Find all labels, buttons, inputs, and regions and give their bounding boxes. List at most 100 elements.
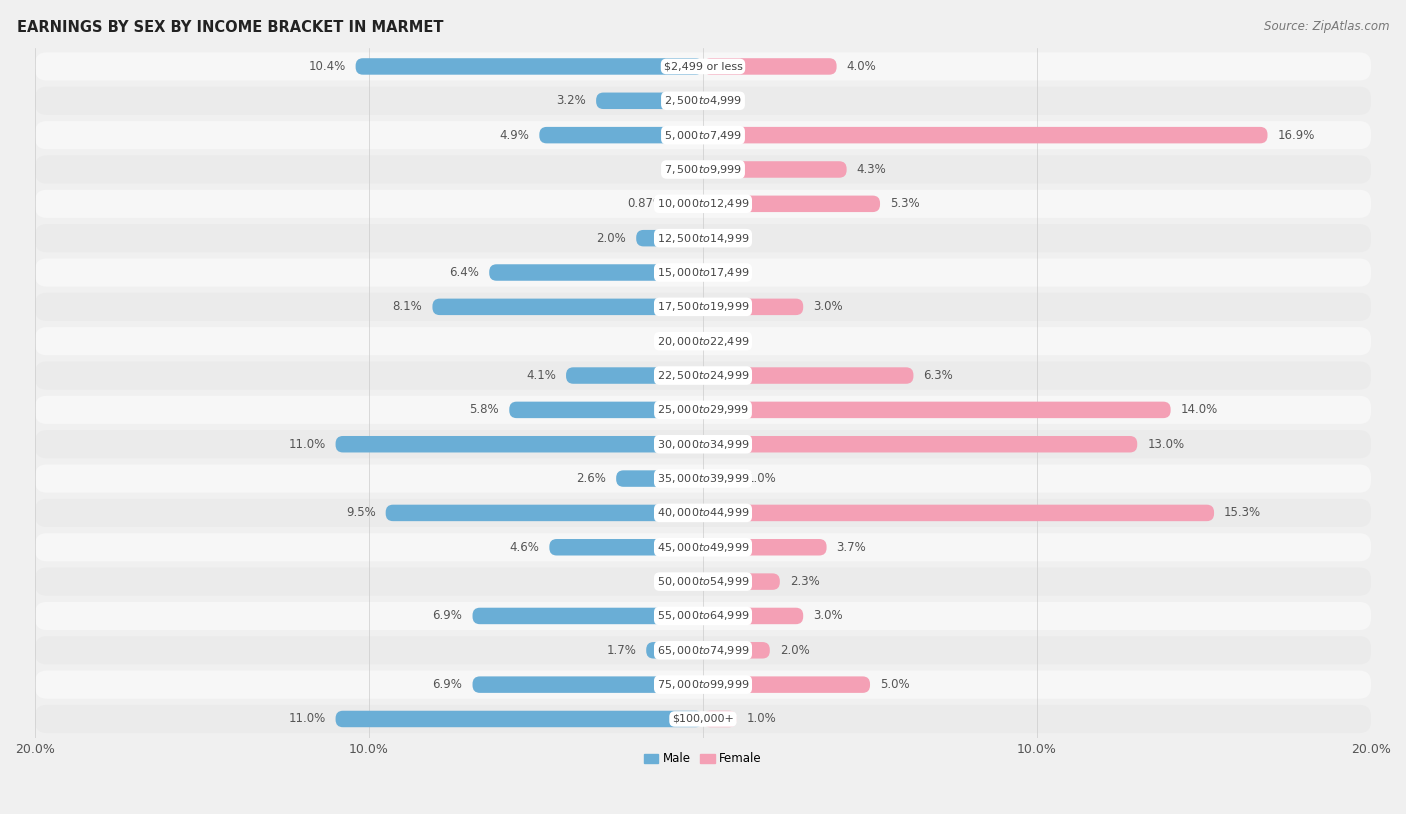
- Text: 6.3%: 6.3%: [924, 369, 953, 382]
- FancyBboxPatch shape: [35, 155, 1371, 184]
- FancyBboxPatch shape: [703, 608, 803, 624]
- FancyBboxPatch shape: [35, 637, 1371, 664]
- FancyBboxPatch shape: [703, 642, 770, 659]
- FancyBboxPatch shape: [35, 465, 1371, 492]
- Text: 2.6%: 2.6%: [576, 472, 606, 485]
- FancyBboxPatch shape: [385, 505, 703, 521]
- Text: $12,500 to $14,999: $12,500 to $14,999: [657, 232, 749, 245]
- FancyBboxPatch shape: [356, 59, 703, 75]
- Text: 4.6%: 4.6%: [509, 540, 540, 554]
- Text: $40,000 to $44,999: $40,000 to $44,999: [657, 506, 749, 519]
- Text: 5.0%: 5.0%: [880, 678, 910, 691]
- Text: $45,000 to $49,999: $45,000 to $49,999: [657, 540, 749, 554]
- FancyBboxPatch shape: [596, 93, 703, 109]
- Text: 11.0%: 11.0%: [288, 712, 326, 725]
- FancyBboxPatch shape: [35, 499, 1371, 527]
- Text: $35,000 to $39,999: $35,000 to $39,999: [657, 472, 749, 485]
- Text: $20,000 to $22,499: $20,000 to $22,499: [657, 335, 749, 348]
- FancyBboxPatch shape: [703, 436, 1137, 453]
- Text: 14.0%: 14.0%: [1181, 404, 1218, 417]
- FancyBboxPatch shape: [35, 602, 1371, 630]
- FancyBboxPatch shape: [35, 293, 1371, 321]
- Text: 4.9%: 4.9%: [499, 129, 529, 142]
- Text: $22,500 to $24,999: $22,500 to $24,999: [657, 369, 749, 382]
- FancyBboxPatch shape: [703, 401, 1171, 418]
- FancyBboxPatch shape: [35, 52, 1371, 81]
- FancyBboxPatch shape: [35, 396, 1371, 424]
- Text: 0.0%: 0.0%: [713, 335, 742, 348]
- Text: Source: ZipAtlas.com: Source: ZipAtlas.com: [1264, 20, 1389, 33]
- Text: 4.0%: 4.0%: [846, 60, 876, 73]
- Text: 1.7%: 1.7%: [606, 644, 636, 657]
- Text: $17,500 to $19,999: $17,500 to $19,999: [657, 300, 749, 313]
- FancyBboxPatch shape: [647, 642, 703, 659]
- Text: 11.0%: 11.0%: [288, 438, 326, 451]
- Text: $75,000 to $99,999: $75,000 to $99,999: [657, 678, 749, 691]
- FancyBboxPatch shape: [35, 258, 1371, 287]
- Text: 2.0%: 2.0%: [780, 644, 810, 657]
- FancyBboxPatch shape: [703, 470, 737, 487]
- Text: 6.9%: 6.9%: [433, 678, 463, 691]
- FancyBboxPatch shape: [703, 676, 870, 693]
- Text: 5.3%: 5.3%: [890, 197, 920, 210]
- FancyBboxPatch shape: [509, 401, 703, 418]
- Text: 4.3%: 4.3%: [856, 163, 886, 176]
- Text: 5.8%: 5.8%: [470, 404, 499, 417]
- FancyBboxPatch shape: [567, 367, 703, 383]
- FancyBboxPatch shape: [703, 711, 737, 727]
- FancyBboxPatch shape: [489, 265, 703, 281]
- Text: 2.3%: 2.3%: [790, 575, 820, 588]
- FancyBboxPatch shape: [336, 436, 703, 453]
- FancyBboxPatch shape: [540, 127, 703, 143]
- Text: 3.0%: 3.0%: [813, 610, 842, 623]
- Text: 15.3%: 15.3%: [1225, 506, 1261, 519]
- Text: $10,000 to $12,499: $10,000 to $12,499: [657, 197, 749, 210]
- FancyBboxPatch shape: [703, 573, 780, 590]
- Text: $2,499 or less: $2,499 or less: [664, 61, 742, 72]
- Text: 1.0%: 1.0%: [747, 712, 776, 725]
- Text: 0.87%: 0.87%: [627, 197, 664, 210]
- Text: $5,000 to $7,499: $5,000 to $7,499: [664, 129, 742, 142]
- Text: $30,000 to $34,999: $30,000 to $34,999: [657, 438, 749, 451]
- FancyBboxPatch shape: [703, 161, 846, 177]
- Text: $15,000 to $17,499: $15,000 to $17,499: [657, 266, 749, 279]
- Text: 8.1%: 8.1%: [392, 300, 422, 313]
- FancyBboxPatch shape: [703, 505, 1213, 521]
- FancyBboxPatch shape: [703, 539, 827, 555]
- FancyBboxPatch shape: [35, 705, 1371, 733]
- Text: $65,000 to $74,999: $65,000 to $74,999: [657, 644, 749, 657]
- FancyBboxPatch shape: [703, 127, 1268, 143]
- Text: $7,500 to $9,999: $7,500 to $9,999: [664, 163, 742, 176]
- FancyBboxPatch shape: [472, 608, 703, 624]
- FancyBboxPatch shape: [636, 230, 703, 247]
- FancyBboxPatch shape: [35, 361, 1371, 390]
- FancyBboxPatch shape: [35, 87, 1371, 115]
- Text: 4.1%: 4.1%: [526, 369, 555, 382]
- Text: 3.2%: 3.2%: [557, 94, 586, 107]
- FancyBboxPatch shape: [433, 299, 703, 315]
- Text: 3.0%: 3.0%: [813, 300, 842, 313]
- Text: $100,000+: $100,000+: [672, 714, 734, 724]
- Text: 16.9%: 16.9%: [1278, 129, 1315, 142]
- FancyBboxPatch shape: [616, 470, 703, 487]
- Text: 0.0%: 0.0%: [664, 335, 693, 348]
- Text: 0.0%: 0.0%: [713, 94, 742, 107]
- FancyBboxPatch shape: [703, 367, 914, 383]
- Text: 6.9%: 6.9%: [433, 610, 463, 623]
- FancyBboxPatch shape: [336, 711, 703, 727]
- Text: 0.0%: 0.0%: [713, 232, 742, 245]
- Text: 6.4%: 6.4%: [450, 266, 479, 279]
- FancyBboxPatch shape: [550, 539, 703, 555]
- Text: $55,000 to $64,999: $55,000 to $64,999: [657, 610, 749, 623]
- Text: 13.0%: 13.0%: [1147, 438, 1184, 451]
- Text: $50,000 to $54,999: $50,000 to $54,999: [657, 575, 749, 588]
- Text: EARNINGS BY SEX BY INCOME BRACKET IN MARMET: EARNINGS BY SEX BY INCOME BRACKET IN MAR…: [17, 20, 443, 35]
- FancyBboxPatch shape: [703, 299, 803, 315]
- FancyBboxPatch shape: [703, 59, 837, 75]
- Text: 3.7%: 3.7%: [837, 540, 866, 554]
- Text: 10.4%: 10.4%: [308, 60, 346, 73]
- Text: 9.5%: 9.5%: [346, 506, 375, 519]
- FancyBboxPatch shape: [35, 121, 1371, 149]
- Text: 0.0%: 0.0%: [713, 266, 742, 279]
- FancyBboxPatch shape: [35, 190, 1371, 218]
